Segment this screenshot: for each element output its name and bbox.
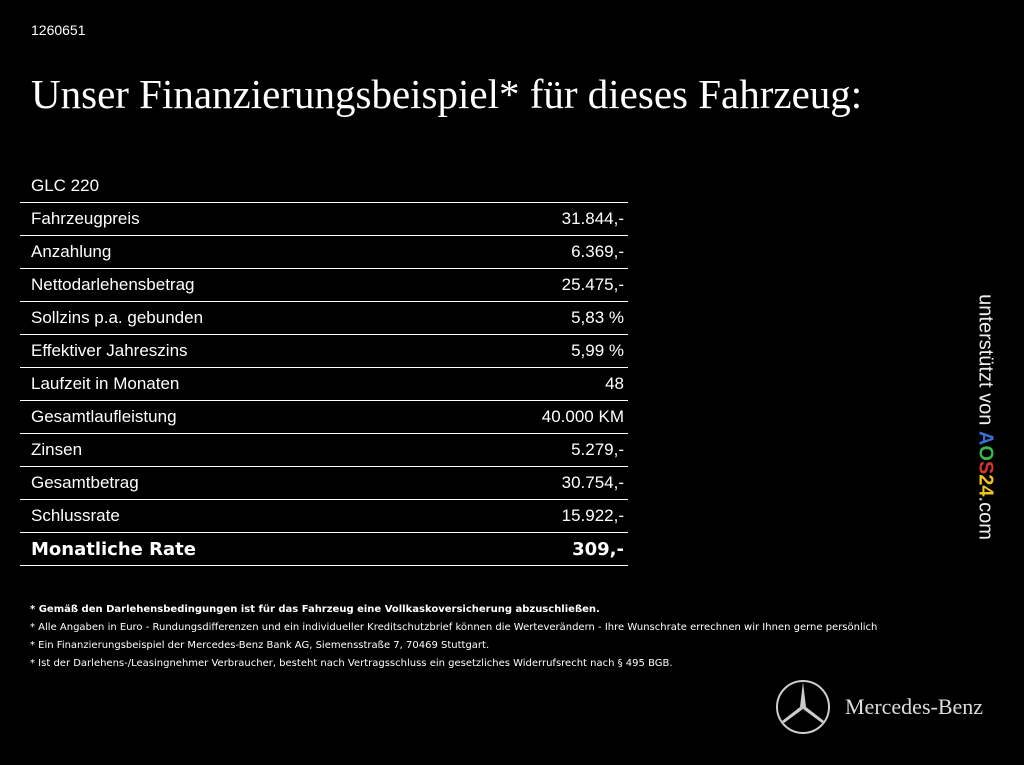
financing-table: GLC 220 Fahrzeugpreis 31.844,- Anzahlung 6.…	[20, 170, 628, 566]
table-row: Nettodarlehensbetrag 25.475,-	[20, 269, 628, 302]
table-row: Gesamtbetrag 30.754,-	[20, 467, 628, 500]
total-label: Monatliche Rate	[31, 538, 196, 560]
row-value: 25.475,-	[561, 275, 624, 294]
footnote: * Alle Angaben in Euro - Rundungsdiffere…	[30, 622, 878, 633]
footnote: * Ein Finanzierungsbeispiel der Mercedes…	[30, 640, 490, 651]
row-value: 30.754,-	[561, 473, 624, 492]
row-value: 15.922,-	[561, 506, 624, 525]
mercedes-benz-logo: Mercedes-Benz	[775, 679, 983, 735]
row-label: Zinsen	[31, 440, 83, 459]
vehicle-code: 1260651	[31, 22, 86, 38]
table-row: Anzahlung 6.369,-	[20, 236, 628, 269]
row-label: Gesamtlaufleistung	[31, 407, 177, 426]
table-row: Effektiver Jahreszins 5,99 %	[20, 335, 628, 368]
row-value: 5,99 %	[571, 341, 624, 360]
row-value: 6.369,-	[571, 242, 624, 261]
model-row: GLC 220	[20, 170, 628, 203]
footnote: * Gemäß den Darlehensbedingungen ist für…	[30, 604, 600, 615]
table-row: Zinsen 5.279,-	[20, 434, 628, 467]
row-value: 5.279,-	[571, 440, 624, 459]
table-row: Gesamtlaufleistung 40.000 KM	[20, 401, 628, 434]
total-value: 309,-	[572, 538, 624, 560]
row-value: 31.844,-	[561, 209, 624, 228]
model-name: GLC 220	[31, 176, 100, 195]
row-label: Nettodarlehensbetrag	[31, 275, 195, 294]
row-label: Anzahlung	[31, 242, 112, 261]
sponsor-text: unterstützt von AOS24.com	[974, 294, 997, 540]
row-label: Gesamtbetrag	[31, 473, 139, 492]
page-title: Unser Finanzierungsbeispiel* für dieses …	[31, 71, 863, 117]
row-label: Fahrzeugpreis	[31, 209, 140, 228]
row-label: Sollzins p.a. gebunden	[31, 308, 204, 327]
row-label: Laufzeit in Monaten	[31, 374, 180, 393]
row-value: 48	[605, 374, 624, 393]
footnote: * Ist der Darlehens-/Leasingnehmer Verbr…	[30, 658, 673, 669]
row-label: Schlussrate	[31, 506, 120, 525]
mercedes-star-icon	[776, 680, 830, 734]
table-row: Fahrzeugpreis 31.844,-	[20, 203, 628, 236]
footnotes: * Gemäß den Darlehensbedingungen ist für…	[30, 601, 877, 673]
table-row: Schlussrate 15.922,-	[20, 500, 628, 533]
row-label: Effektiver Jahreszins	[31, 341, 188, 360]
row-value: 5,83 %	[571, 308, 624, 327]
table-row: Sollzins p.a. gebunden 5,83 %	[20, 302, 628, 335]
row-value: 40.000 KM	[541, 407, 624, 426]
table-row: Laufzeit in Monaten 48	[20, 368, 628, 401]
total-row: Monatliche Rate 309,-	[20, 533, 628, 566]
